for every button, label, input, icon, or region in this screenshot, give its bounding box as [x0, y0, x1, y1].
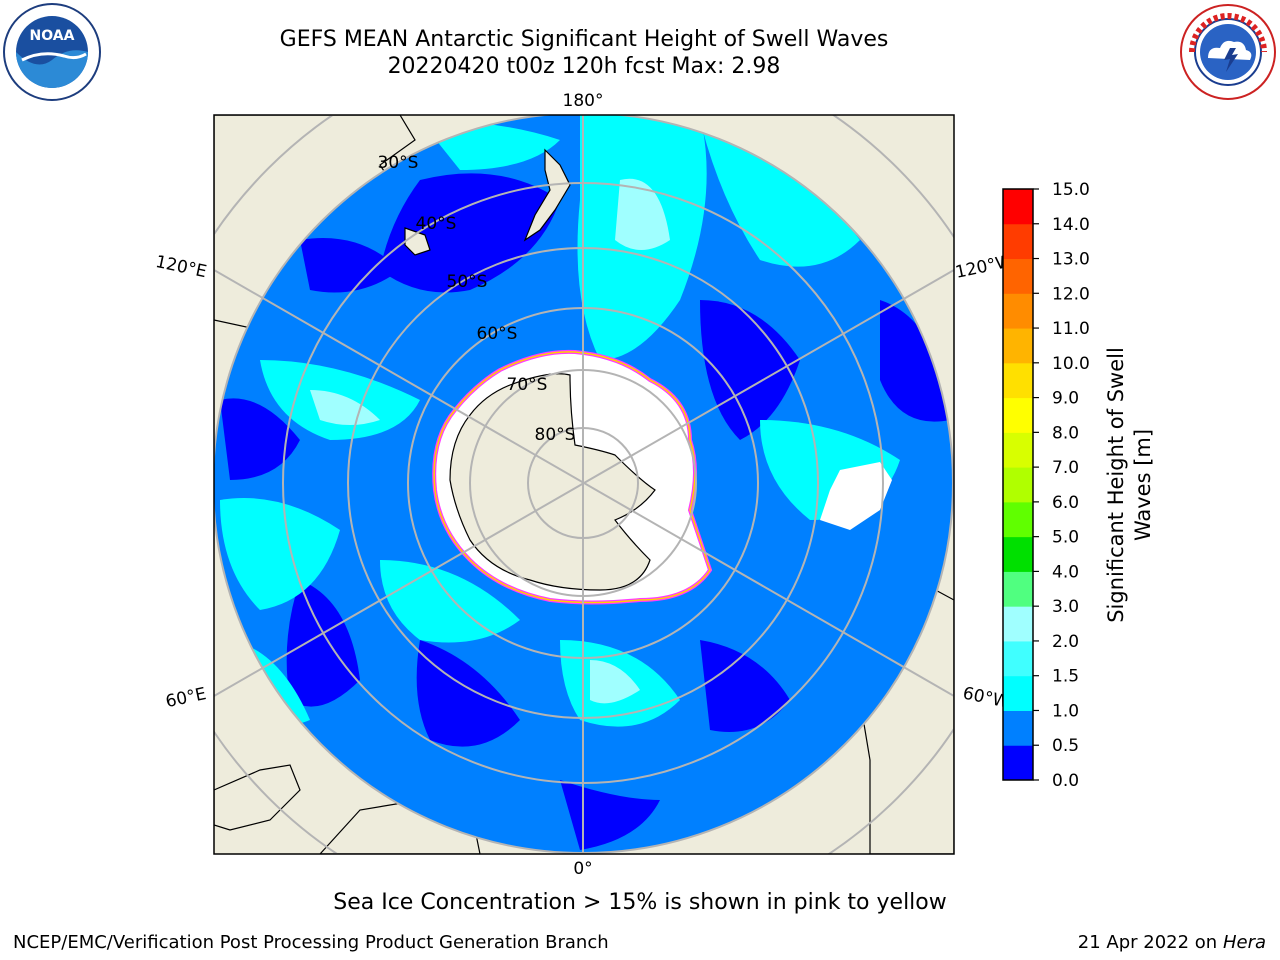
- lat-label-60s: 60°S: [477, 324, 518, 344]
- colorbar-tick-label: 3.0: [1052, 597, 1079, 617]
- lat-label-80s: 80°S: [535, 425, 576, 445]
- colorbar-tick-label: 15.0: [1052, 180, 1090, 200]
- colorbar-label-line2: Waves [m]: [1131, 429, 1155, 541]
- colorbar-tick-label: 0.0: [1052, 771, 1079, 791]
- noaa-logo: NOAA: [3, 3, 101, 101]
- colorbar-bin: [1003, 501, 1033, 538]
- colorbar-tick-label: 7.0: [1052, 458, 1079, 478]
- colorbar-bin: [1003, 397, 1033, 433]
- colorbar-bin: [1003, 467, 1033, 503]
- colorbar-bin: [1003, 223, 1033, 260]
- colorbar-tick-label: 1.5: [1052, 667, 1079, 687]
- noaa-logo-text: NOAA: [30, 28, 75, 44]
- lat-label-30s: 30°S: [378, 153, 419, 173]
- colorbar-tick-label: 9.0: [1052, 389, 1079, 409]
- lat-label-70s: 70°S: [507, 375, 548, 395]
- footer-date: 21 Apr 2022 on Hera: [1078, 932, 1266, 953]
- colorbar-bin: [1003, 536, 1033, 572]
- madagascar-land: [214, 764, 301, 831]
- colorbar-bin: [1003, 675, 1033, 711]
- lon-label-0: 0°: [573, 859, 592, 879]
- colorbar: 0.0 0.5 1.0 1.5 2.0 3.0 4.0 5.0 6.0 7.0 8.0 9.0 10.0…: [1003, 180, 1090, 791]
- lon-label-60e: 60°E: [164, 684, 208, 712]
- colorbar-bin: [1003, 189, 1033, 225]
- lat-label-50s: 50°S: [447, 272, 488, 292]
- sea-ice-caption: Sea Ice Concentration > 15% is shown in …: [0, 890, 1280, 915]
- colorbar-tick-label: 8.0: [1052, 423, 1079, 443]
- colorbar-bin: [1003, 362, 1033, 399]
- map-frame: [213, 114, 955, 855]
- colorbar-bin: [1003, 328, 1033, 364]
- colorbar-tick-label: 14.0: [1052, 215, 1090, 235]
- sea-ice-caption-text: Sea Ice Concentration > 15% is shown in …: [333, 890, 947, 915]
- colorbar-tick-label: 11.0: [1052, 319, 1090, 339]
- colorbar-bin: [1003, 640, 1033, 677]
- footer-date-text: 21 Apr 2022 on: [1077, 932, 1218, 953]
- colorbar-bin: [1003, 293, 1033, 329]
- colorbar-tick-label: 2.0: [1052, 632, 1079, 652]
- colorbar-tick-label: 12.0: [1052, 284, 1090, 304]
- lon-label-180: 180°: [563, 91, 604, 111]
- footer-machine: Hera: [1222, 932, 1266, 953]
- colorbar-tick-label: 10.0: [1052, 354, 1090, 374]
- footer-credit: NCEP/EMC/Verification Post Processing Pr…: [13, 932, 609, 953]
- antarctica-land: [449, 373, 656, 591]
- colorbar-bin: [1003, 258, 1033, 294]
- colorbar-tick-label: 13.0: [1052, 250, 1090, 270]
- colorbar-tick-label: 0.5: [1052, 736, 1079, 756]
- chart-title: GEFS MEAN Antarctic Significant Height o…: [279, 27, 889, 52]
- ice-patch: [820, 462, 892, 530]
- colorbar-tick-label: 5.0: [1052, 528, 1079, 548]
- colorbar-bin: [1003, 606, 1033, 642]
- nws-logo: [1180, 4, 1276, 100]
- colorbar-bin: [1003, 710, 1033, 746]
- colorbar-tick-label: 4.0: [1052, 562, 1079, 582]
- colorbar-bin: [1003, 432, 1033, 468]
- lon-label-120e: 120°E: [154, 252, 209, 282]
- colorbar-tick-label: 1.0: [1052, 701, 1079, 721]
- colorbar-label-line1: Significant Height of Swell: [1104, 347, 1128, 623]
- colorbar-frame: [1002, 188, 1034, 781]
- graticule: [214, 115, 954, 854]
- new-zealand-land: [523, 148, 571, 242]
- colorbar-tick-label: 6.0: [1052, 493, 1079, 513]
- colorbar-bin: [1003, 571, 1033, 607]
- colorbar-bin: [1003, 745, 1033, 781]
- chart-subtitle: 20220420 t00z 120h fcst Max: 2.98: [387, 54, 781, 79]
- lat-label-40s: 40°S: [416, 214, 457, 234]
